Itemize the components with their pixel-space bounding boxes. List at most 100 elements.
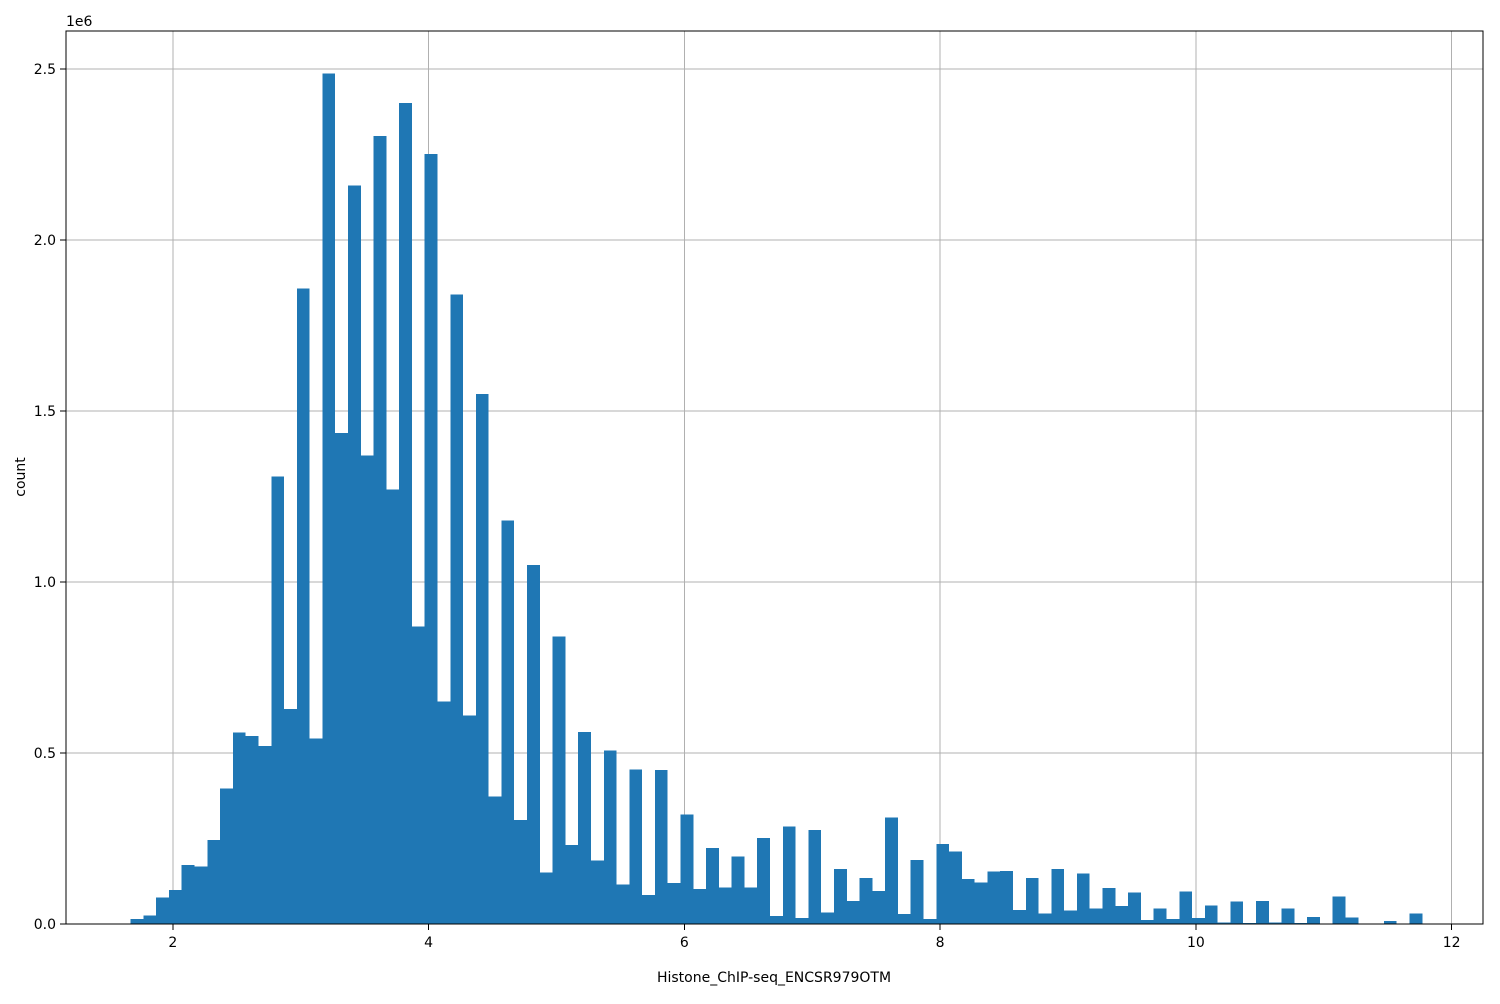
histogram-bar <box>271 477 284 924</box>
y-tick-label: 1.0 <box>34 575 56 591</box>
y-tick-label: 0.0 <box>34 917 56 933</box>
histogram-bar <box>693 889 706 924</box>
histogram-bar <box>1230 901 1243 924</box>
histogram-bar <box>348 186 361 924</box>
histogram-bar <box>936 844 949 924</box>
histogram-bar <box>629 769 642 924</box>
histogram-bar <box>885 818 898 924</box>
histogram-bar <box>1409 914 1422 924</box>
x-tick-label: 4 <box>424 935 433 951</box>
histogram-bar <box>872 891 885 924</box>
histogram-bar <box>501 520 514 924</box>
histogram-bar <box>438 702 451 924</box>
histogram-bar <box>553 637 566 924</box>
histogram-bar <box>1013 910 1026 924</box>
histogram-bar <box>322 73 335 924</box>
histogram-bar <box>361 455 374 924</box>
histogram-bar <box>527 565 540 924</box>
y-tick-label: 2.0 <box>34 233 56 249</box>
x-tick-label: 12 <box>1443 935 1461 951</box>
histogram-bar <box>1077 874 1090 924</box>
histogram-bar <box>425 154 438 924</box>
x-tick-label: 6 <box>680 935 689 951</box>
histogram-bar <box>169 890 182 924</box>
histogram-bar <box>668 883 681 924</box>
histogram-bar <box>591 861 604 924</box>
histogram-bar <box>514 820 527 924</box>
histogram-bar <box>131 919 144 924</box>
histogram-bar <box>565 845 578 924</box>
histogram-bar <box>1154 908 1167 924</box>
histogram-bar <box>732 857 745 924</box>
histogram-bar <box>463 715 476 924</box>
histogram-bar <box>1192 918 1205 924</box>
histogram-bar <box>783 827 796 924</box>
histogram-bar <box>949 851 962 924</box>
histogram-bar <box>476 394 489 924</box>
histogram-bar <box>604 750 617 924</box>
histogram-bar <box>297 289 310 924</box>
histogram-bar <box>911 860 924 924</box>
histogram-bar <box>821 913 834 924</box>
histogram-bar <box>1166 919 1179 924</box>
histogram-bar <box>744 887 757 924</box>
histogram-bar <box>1282 908 1295 924</box>
x-tick-label: 2 <box>168 935 177 951</box>
histogram-bar <box>374 136 387 924</box>
histogram-bar <box>1256 901 1269 924</box>
histogram-bar <box>220 789 233 924</box>
y-axis-offset-label: 1e6 <box>66 14 93 30</box>
histogram-bar <box>655 770 668 924</box>
histogram-bar <box>808 830 821 924</box>
histogram-bar <box>258 746 271 924</box>
histogram-bar <box>207 840 220 924</box>
histogram-bar <box>195 867 208 924</box>
x-tick-label: 8 <box>936 935 945 951</box>
histogram-bar <box>246 736 259 924</box>
histogram-bar <box>335 433 348 924</box>
histogram-bar <box>860 878 873 924</box>
histogram-bar <box>399 103 412 924</box>
y-axis-label: count <box>13 457 29 497</box>
histogram-bar <box>412 626 425 924</box>
histogram-bar <box>540 872 553 924</box>
histogram-bar <box>1115 906 1128 924</box>
histogram-bar <box>1026 878 1039 924</box>
histogram-bar <box>233 732 246 924</box>
histogram-bar <box>757 838 770 924</box>
histogram-bar <box>450 295 463 924</box>
histogram-bar <box>386 490 399 924</box>
histogram-bar <box>796 918 809 924</box>
histogram-bar <box>1064 911 1077 924</box>
histogram-bars <box>131 73 1423 924</box>
histogram-bar <box>962 879 975 924</box>
histogram-bar <box>847 901 860 924</box>
histogram-bar <box>156 897 169 924</box>
histogram-bar <box>1000 871 1013 924</box>
histogram-bar <box>975 883 988 924</box>
histogram-bar <box>1090 909 1103 924</box>
histogram-bar <box>1103 888 1116 924</box>
histogram-bar <box>310 738 323 924</box>
histogram-bar <box>1051 869 1064 924</box>
histogram-bar <box>1205 906 1218 924</box>
histogram-bar <box>987 872 1000 924</box>
y-tick-label: 1.5 <box>34 404 56 420</box>
histogram-bar <box>617 885 630 924</box>
histogram-bar <box>1307 917 1320 924</box>
histogram-bar <box>642 895 655 924</box>
histogram-bar <box>719 887 732 924</box>
histogram-bar <box>143 915 156 924</box>
histogram-bar <box>182 865 195 924</box>
histogram-bar <box>578 732 591 924</box>
histogram-bar <box>834 869 847 924</box>
histogram-bar <box>1333 896 1346 924</box>
x-tick-label: 10 <box>1187 935 1205 951</box>
histogram-bar <box>898 914 911 924</box>
histogram-bar <box>1346 918 1359 924</box>
histogram-bar <box>489 796 502 924</box>
y-tick-label: 0.5 <box>34 746 56 762</box>
histogram-bar <box>770 916 783 924</box>
